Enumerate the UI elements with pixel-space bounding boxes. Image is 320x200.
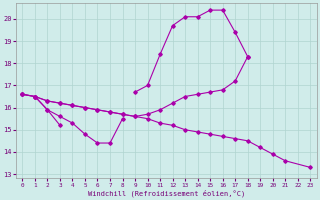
X-axis label: Windchill (Refroidissement éolien,°C): Windchill (Refroidissement éolien,°C) xyxy=(88,189,245,197)
